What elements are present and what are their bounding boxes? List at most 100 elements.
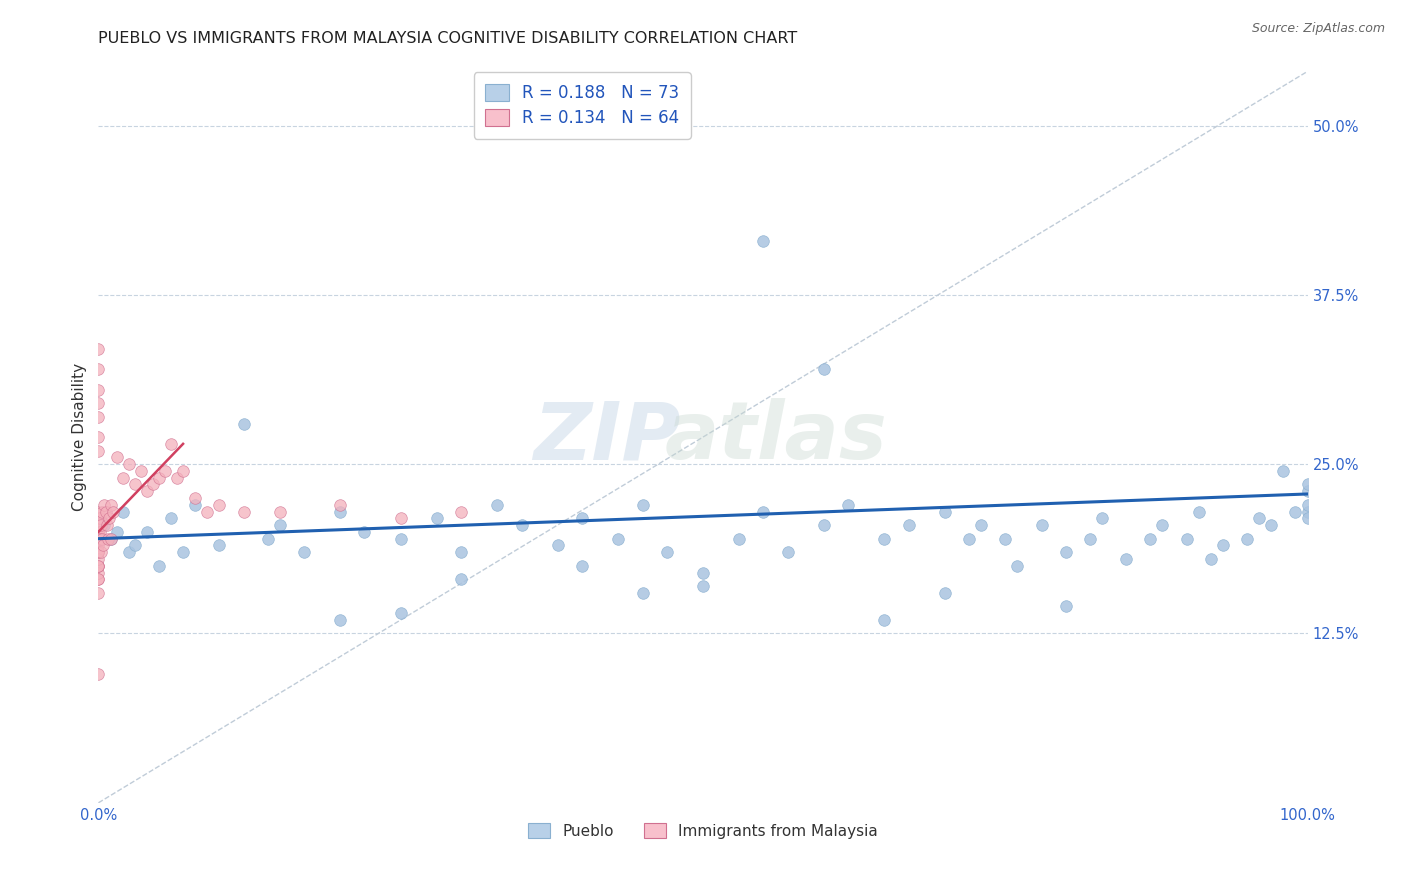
Point (87, 566, 110, 580)
Point (1296, 484, 1319, 499)
Point (89, 532, 111, 546)
Point (957, 532, 980, 546)
Point (148, 471, 170, 485)
Point (87, 524, 110, 539)
Point (1249, 511, 1271, 525)
Point (389, 511, 412, 525)
Point (873, 532, 896, 546)
Point (1139, 532, 1161, 546)
Point (87, 505, 110, 519)
Point (87, 342, 110, 356)
Point (1296, 505, 1319, 519)
Point (93, 518, 115, 533)
Point (1054, 599, 1077, 614)
Point (89, 511, 111, 525)
Point (87, 545, 110, 559)
Point (655, 545, 678, 559)
Point (329, 613, 352, 627)
Point (450, 545, 472, 559)
Point (89, 524, 111, 539)
Text: Source: ZipAtlas.com: Source: ZipAtlas.com (1251, 22, 1385, 36)
Point (160, 437, 183, 451)
Point (1078, 532, 1101, 546)
Point (87, 586, 110, 600)
Point (970, 518, 993, 533)
Point (97, 532, 120, 546)
Point (172, 464, 194, 478)
Point (353, 524, 375, 539)
Text: atlas: atlas (664, 398, 887, 476)
Point (776, 545, 799, 559)
Point (607, 532, 630, 546)
Y-axis label: Cognitive Disability: Cognitive Disability (72, 363, 87, 511)
Point (1091, 511, 1114, 525)
Point (1296, 477, 1319, 491)
Point (91, 532, 114, 546)
Point (118, 545, 141, 559)
Point (87, 409, 110, 424)
Text: PUEBLO VS IMMIGRANTS FROM MALAYSIA COGNITIVE DISABILITY CORRELATION CHART: PUEBLO VS IMMIGRANTS FROM MALAYSIA COGNI… (98, 31, 797, 46)
Point (1236, 532, 1258, 546)
Point (450, 505, 472, 519)
Point (510, 518, 533, 533)
Point (1212, 538, 1234, 552)
Point (571, 511, 593, 525)
Point (873, 613, 896, 627)
Point (1007, 558, 1029, 573)
Point (91, 505, 114, 519)
Point (160, 511, 183, 525)
Point (105, 524, 128, 539)
Point (90, 545, 112, 559)
Point (87, 511, 110, 525)
Point (752, 234, 775, 248)
Point (124, 538, 146, 552)
Point (87, 572, 110, 586)
Point (94, 505, 117, 519)
Point (87, 558, 110, 573)
Point (232, 417, 254, 431)
Point (87, 552, 110, 566)
Point (87, 524, 110, 539)
Point (208, 538, 231, 552)
Point (124, 477, 146, 491)
Point (450, 572, 472, 586)
Text: ZIP: ZIP (533, 398, 681, 476)
Point (98, 511, 121, 525)
Point (87, 558, 110, 573)
Legend: Pueblo, Immigrants from Malaysia: Pueblo, Immigrants from Malaysia (520, 815, 886, 847)
Point (87, 430, 110, 444)
Point (571, 558, 593, 573)
Point (547, 538, 569, 552)
Point (172, 545, 194, 559)
Point (87, 443, 110, 458)
Point (129, 464, 152, 478)
Point (118, 457, 141, 471)
Point (692, 566, 714, 580)
Point (148, 558, 170, 573)
Point (87, 518, 110, 533)
Point (87, 396, 110, 410)
Point (184, 491, 207, 505)
Point (111, 505, 134, 519)
Point (91, 538, 114, 552)
Point (87, 545, 110, 559)
Point (1188, 505, 1211, 519)
Point (87, 667, 110, 681)
Point (837, 498, 859, 512)
Point (153, 464, 176, 478)
Point (1272, 464, 1295, 478)
Point (87, 383, 110, 397)
Point (329, 498, 352, 512)
Point (897, 518, 920, 533)
Point (96, 518, 118, 533)
Point (208, 498, 231, 512)
Point (111, 471, 134, 485)
Point (1175, 532, 1198, 546)
Point (329, 505, 352, 519)
Point (87, 538, 110, 552)
Point (426, 511, 449, 525)
Point (87, 532, 110, 546)
Point (269, 518, 291, 533)
Point (256, 532, 278, 546)
Point (90, 518, 112, 533)
